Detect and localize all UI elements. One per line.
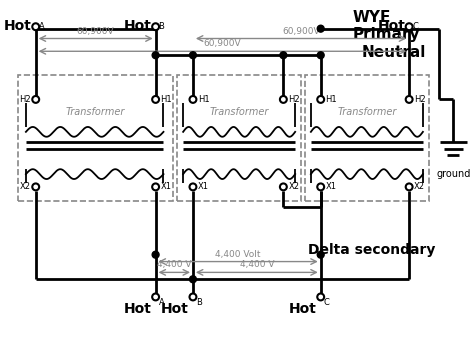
Circle shape <box>406 23 412 30</box>
Text: 60,900V: 60,900V <box>77 27 115 35</box>
Text: H2: H2 <box>288 95 300 104</box>
Text: X2: X2 <box>288 182 299 191</box>
Text: Neutral: Neutral <box>362 45 426 60</box>
Text: H1: H1 <box>198 95 210 104</box>
Circle shape <box>317 293 324 300</box>
Circle shape <box>190 52 196 58</box>
Circle shape <box>317 52 324 58</box>
Text: A: A <box>159 298 164 307</box>
Text: 4,400 V: 4,400 V <box>157 260 191 269</box>
Text: WYE
Primary: WYE Primary <box>352 10 419 42</box>
Text: X2: X2 <box>414 182 425 191</box>
Text: X1: X1 <box>198 182 209 191</box>
Text: Hot: Hot <box>289 302 317 316</box>
Circle shape <box>190 276 196 283</box>
Circle shape <box>152 251 159 258</box>
Text: 4,400 V: 4,400 V <box>239 260 274 269</box>
Text: Transformer: Transformer <box>66 107 125 117</box>
Circle shape <box>190 183 196 190</box>
Circle shape <box>406 25 412 32</box>
Circle shape <box>280 183 287 190</box>
Text: 4,400 Volt: 4,400 Volt <box>215 249 261 258</box>
Text: Hot: Hot <box>124 302 152 316</box>
Text: Hot: Hot <box>4 19 32 33</box>
Circle shape <box>152 183 159 190</box>
Text: Hot: Hot <box>377 19 405 33</box>
Text: Delta secondary: Delta secondary <box>308 243 435 257</box>
Text: H1: H1 <box>161 95 172 104</box>
Circle shape <box>317 183 324 190</box>
Text: ground: ground <box>436 169 471 179</box>
Circle shape <box>190 293 196 300</box>
Text: A: A <box>39 22 45 31</box>
Circle shape <box>152 23 159 30</box>
Text: 60,900V: 60,900V <box>204 39 241 48</box>
Circle shape <box>317 96 324 103</box>
Text: Hot: Hot <box>161 302 189 316</box>
Circle shape <box>317 251 324 258</box>
Circle shape <box>280 52 287 58</box>
Text: C: C <box>324 298 329 307</box>
Circle shape <box>406 96 412 103</box>
Circle shape <box>280 96 287 103</box>
Circle shape <box>190 96 196 103</box>
Text: Transformer: Transformer <box>337 107 397 117</box>
Circle shape <box>32 96 39 103</box>
Circle shape <box>152 293 159 300</box>
Text: H2: H2 <box>19 95 31 104</box>
Text: Transformer: Transformer <box>210 107 269 117</box>
Text: 60,900V: 60,900V <box>282 27 320 35</box>
Circle shape <box>317 25 324 32</box>
Text: B: B <box>196 298 202 307</box>
Text: H2: H2 <box>414 95 426 104</box>
Circle shape <box>406 183 412 190</box>
Circle shape <box>152 52 159 58</box>
Text: X2: X2 <box>20 182 31 191</box>
Circle shape <box>32 23 39 30</box>
Circle shape <box>152 96 159 103</box>
Text: X1: X1 <box>161 182 172 191</box>
Text: C: C <box>412 22 418 31</box>
Text: H1: H1 <box>326 95 337 104</box>
Circle shape <box>32 183 39 190</box>
Text: Hot: Hot <box>124 19 152 33</box>
Text: X1: X1 <box>326 182 337 191</box>
Text: B: B <box>159 22 164 31</box>
